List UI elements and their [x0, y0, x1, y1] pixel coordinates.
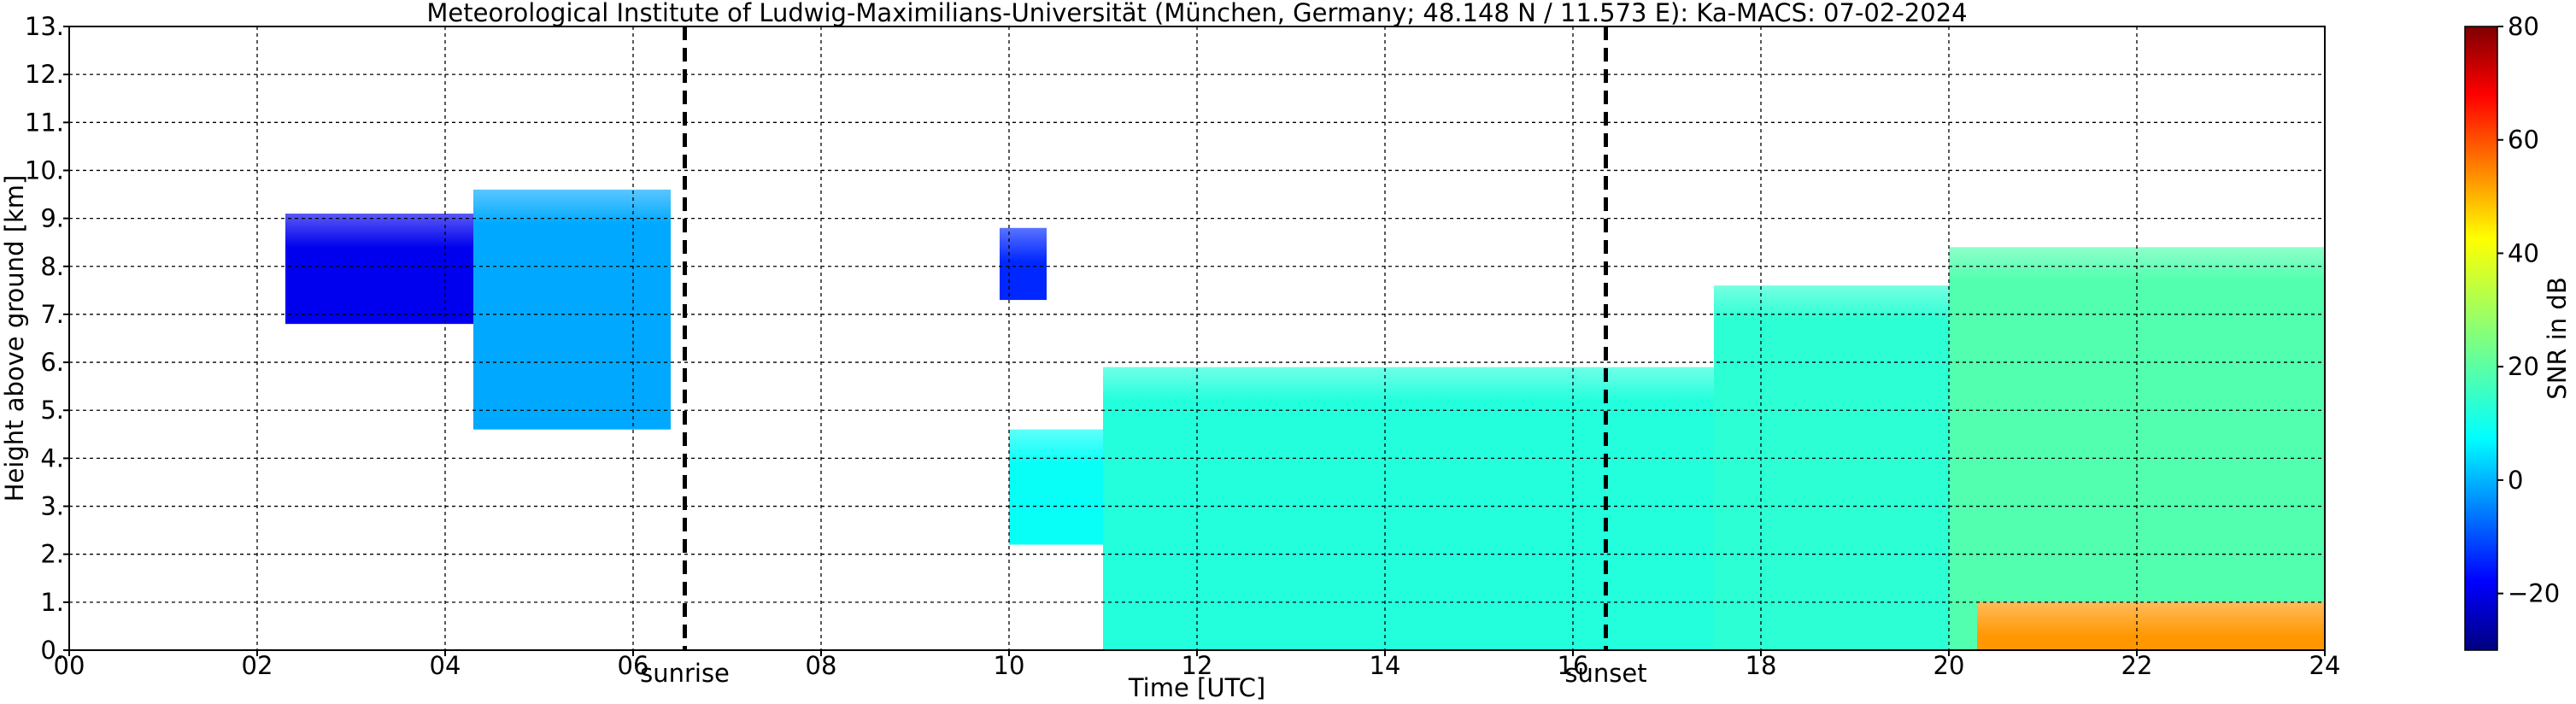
x-tick-label: 22 [2121, 651, 2153, 680]
echo-edge [1977, 601, 2325, 637]
colorbar-tick-label: −20 [2508, 579, 2560, 608]
y-tick-label: 0. [40, 636, 64, 665]
y-tick-label: 12. [25, 60, 64, 89]
echo-edge [1714, 285, 1949, 320]
echo-edge [1103, 367, 1714, 402]
echo-region [1103, 367, 1714, 650]
y-axis-label: Height above ground [km] [0, 175, 29, 502]
x-tick-label: 16 [1558, 651, 1589, 680]
colorbar-tick-label: 80 [2508, 12, 2539, 41]
colorbar-gradient [2464, 26, 2498, 651]
x-tick-label: 02 [242, 651, 273, 680]
x-tick-label: 18 [1746, 651, 1777, 680]
sunrise-label: sunrise [640, 659, 730, 688]
grid-lines [69, 26, 2325, 650]
y-tick-label: 4. [40, 443, 64, 472]
y-tick-label: 3. [40, 492, 64, 521]
y-tick-label: 5. [40, 396, 64, 425]
y-tick-label: 6. [40, 348, 64, 377]
y-tick-label: 11. [25, 108, 64, 137]
chart-title: Meteorological Institute of Ludwig-Maxim… [426, 0, 1967, 27]
colorbar-tick-label: 0 [2508, 466, 2523, 495]
marker-layer: sunrise sunset [640, 26, 1647, 688]
colorbar-tick-label: 20 [2508, 352, 2539, 381]
y-tick-label: 10. [25, 155, 64, 185]
y-tick-label: 2. [40, 540, 64, 569]
x-tick-label: 06 [618, 651, 649, 680]
x-tick-label: 10 [994, 651, 1025, 680]
colorbar-tick-label: 60 [2508, 126, 2539, 155]
x-tick-label: 12 [1182, 651, 1213, 680]
plot-area [69, 26, 2325, 650]
x-axis-label: Time [UTC] [1128, 673, 1265, 702]
echo-edge [285, 214, 473, 248]
y-tick-label: 8. [40, 252, 64, 281]
colorbar: −20 0 20 40 60 80 SNR in dB [2464, 12, 2572, 651]
x-tick-label: 08 [806, 651, 837, 680]
x-tick-label: 20 [1933, 651, 1965, 680]
y-tick-label: 7. [40, 300, 64, 329]
x-tick-label: 14 [1370, 651, 1401, 680]
y-tick-label: 1. [40, 588, 64, 617]
echo-region [1714, 285, 1949, 650]
x-tick-label: 24 [2309, 651, 2341, 680]
sunset-label: sunset [1564, 659, 1646, 688]
colorbar-label: SNR in dB [2543, 277, 2572, 399]
echo-layer [285, 189, 2325, 650]
y-axis-ticks: 0. 1. 2. 3. 4. 5. 6. 7. 8. 9. 10. 11. 12. 13. [25, 12, 69, 665]
y-tick-label: 9. [40, 204, 64, 233]
x-axis-ticks: 00 02 04 06 08 10 12 14 16 18 20 22 24 [54, 650, 2341, 680]
echo-region [473, 189, 671, 430]
x-tick-label: 04 [430, 651, 461, 680]
x-tick-label: 00 [54, 651, 85, 680]
y-tick-label: 13. [25, 12, 64, 41]
echo-edge [1000, 227, 1047, 262]
colorbar-tick-label: 40 [2508, 238, 2539, 267]
colorbar-ticks: −20 0 20 40 60 80 [2497, 12, 2560, 608]
